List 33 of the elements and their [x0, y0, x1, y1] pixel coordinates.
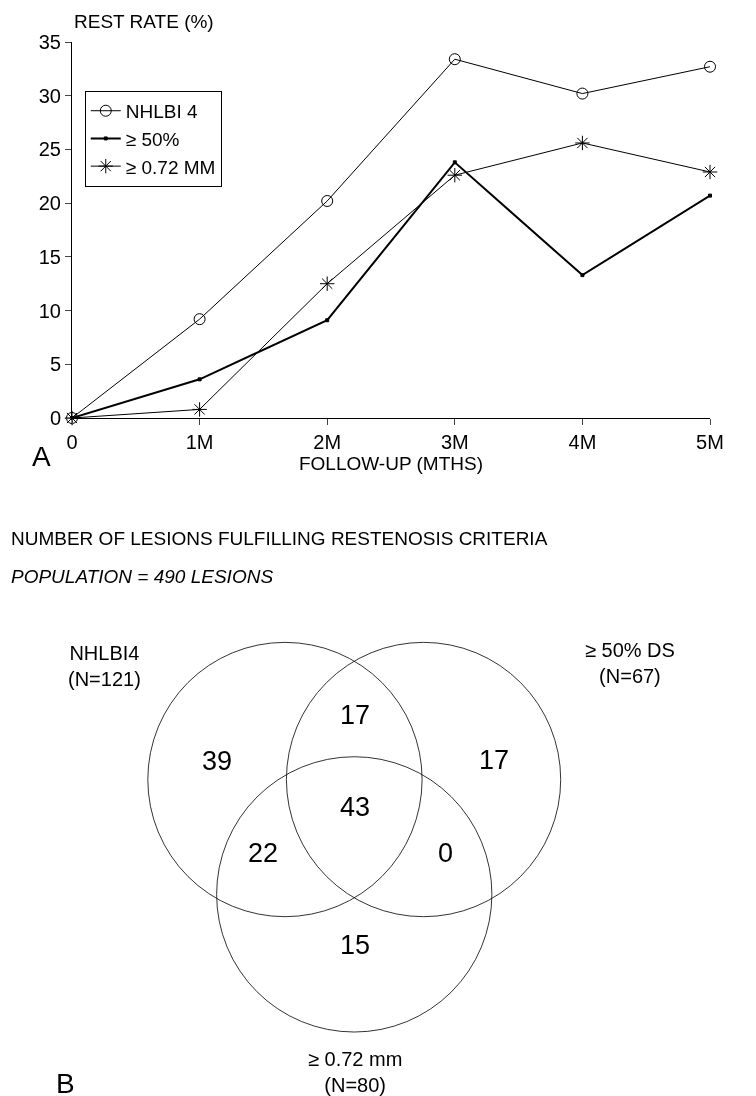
y-tick-label: 30 — [38, 84, 61, 107]
text: 39 — [202, 746, 233, 776]
text: 43 — [340, 792, 371, 822]
y-tick-label: 35 — [38, 31, 61, 53]
x-tick-label: 5M — [696, 431, 724, 453]
text: POPULATION = 490 LESIONS — [11, 566, 274, 587]
text: NUMBER OF LESIONS FULFILLING RESTENOSIS CRITERIA — [11, 528, 548, 549]
text: 17 — [479, 745, 510, 775]
text: 17 — [340, 700, 371, 730]
text: ≥ 0.72 mm (N=80) — [308, 1048, 403, 1096]
y-tick-label: 15 — [38, 245, 61, 268]
y-tick-label: 0 — [49, 407, 61, 429]
text: B — [56, 1068, 75, 1096]
y-tick-label: 20 — [38, 192, 61, 215]
x-tick-label: 0 — [66, 431, 78, 453]
x-tick-label: 4M — [568, 431, 597, 453]
legend-label: NHLBI 4 — [125, 101, 198, 123]
text: A — [32, 440, 51, 474]
text: 22 — [248, 838, 279, 868]
y-tick-label: 5 — [49, 353, 61, 376]
y-axis-title: REST RATE (%) — [74, 11, 214, 32]
legend-label: ≥ 0.72 MM — [125, 156, 216, 178]
text: ≥ 50% DS (N=67) — [585, 639, 675, 687]
legend-label: ≥ 50% — [125, 128, 180, 150]
text: NHLBI4 (N=121) — [68, 642, 141, 690]
x-axis-title: FOLLOW-UP (MTHS) — [298, 453, 484, 474]
x-tick-label: 3M — [440, 431, 469, 453]
text: 0 — [438, 838, 454, 868]
y-tick-label: 10 — [38, 299, 61, 322]
y-tick-label: 25 — [38, 138, 61, 161]
x-tick-label: 2M — [313, 431, 342, 453]
text: 15 — [340, 930, 371, 960]
x-tick-label: 1M — [185, 431, 214, 453]
